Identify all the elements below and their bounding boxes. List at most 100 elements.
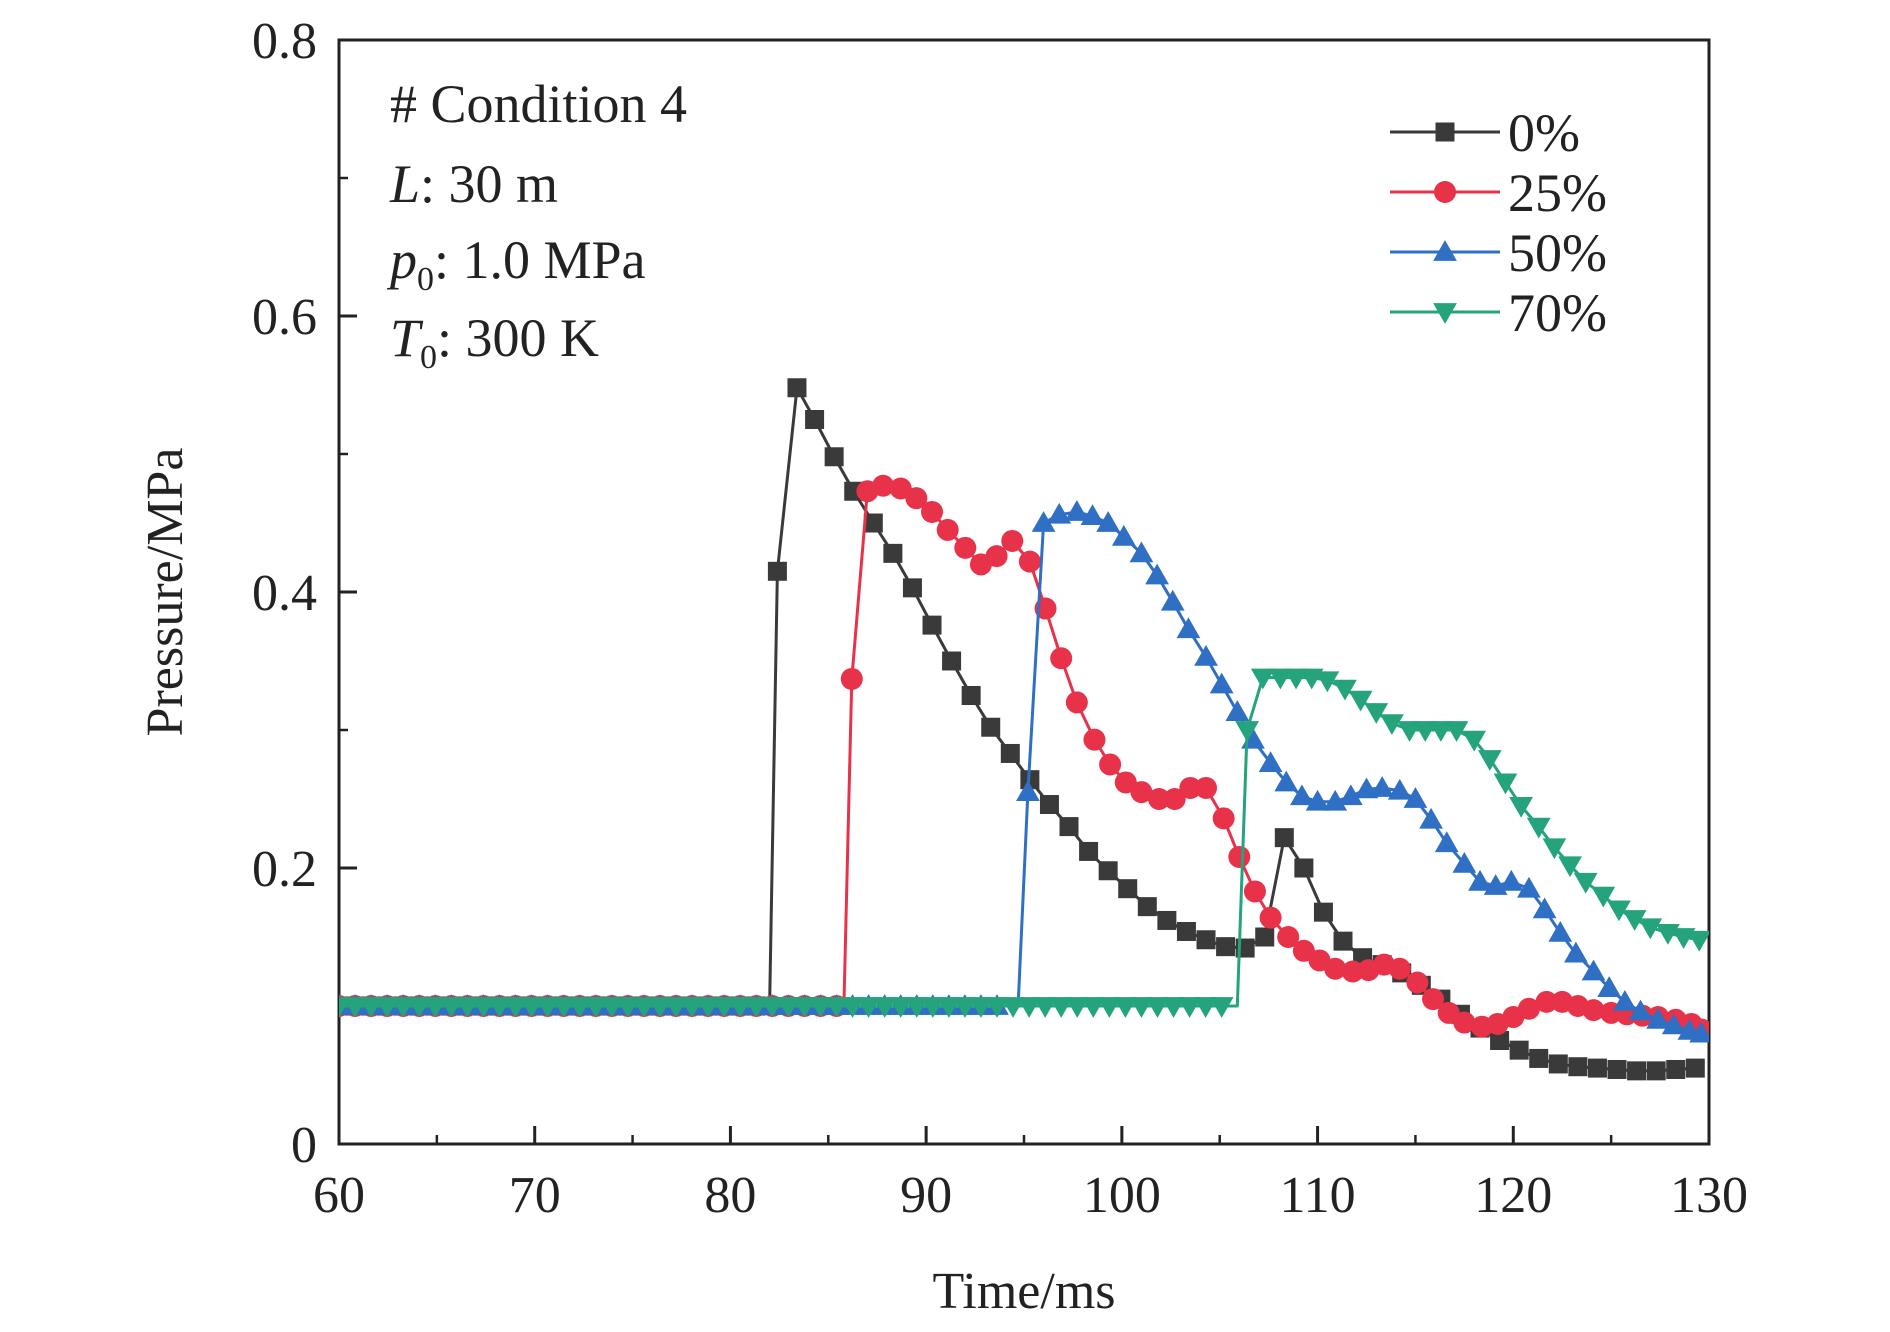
series-marker (423, 997, 448, 1018)
series-marker (1193, 997, 1218, 1018)
series-marker (1099, 753, 1122, 776)
series-marker (1646, 1061, 1666, 1081)
series-marker (1209, 997, 1234, 1018)
series-marker (1163, 788, 1186, 810)
series-marker (1661, 1013, 1686, 1035)
series-marker (1612, 989, 1637, 1011)
series-marker (1113, 997, 1138, 1018)
series-marker (1517, 876, 1541, 898)
series-marker (1096, 511, 1121, 532)
series-marker (1364, 703, 1389, 724)
legend-item: 70% (1390, 283, 1607, 343)
series-marker (1338, 784, 1363, 806)
y-axis-title: Pressure/MPa (137, 448, 194, 737)
series-marker (904, 997, 929, 1018)
series-layer (339, 378, 1709, 1081)
series-marker (1290, 784, 1314, 806)
series-marker (1130, 781, 1153, 804)
annotation-initial-temperature: T0: 300 K (390, 308, 599, 376)
series-marker (1444, 721, 1469, 742)
series-marker (840, 997, 865, 1018)
series-marker (1294, 858, 1314, 878)
x-tick-label: 70 (509, 1167, 561, 1224)
series-marker (1018, 550, 1041, 573)
legend-item: 50% (1390, 223, 1607, 283)
series-marker (1129, 997, 1154, 1018)
series-marker (599, 997, 624, 1018)
series-marker (922, 615, 942, 635)
series-marker (1039, 795, 1059, 815)
series-marker (1274, 770, 1299, 792)
series-marker (767, 561, 787, 581)
series-marker (1195, 776, 1218, 799)
series-marker (1687, 930, 1709, 952)
series-marker (1628, 999, 1653, 1021)
series-marker (1558, 856, 1582, 878)
series-marker (1627, 1061, 1647, 1081)
series-marker (1179, 776, 1202, 799)
legend-marker (1433, 303, 1457, 324)
y-tick-label: 0.8 (252, 13, 317, 70)
annotation-condition: # Condition 4 (390, 74, 687, 134)
series-marker (1587, 1058, 1607, 1078)
series-marker (905, 487, 928, 510)
series-marker (503, 997, 528, 1018)
series-marker (824, 997, 849, 1018)
series-marker (1315, 671, 1340, 693)
series-marker (1065, 691, 1088, 714)
series-marker (787, 378, 807, 398)
series-marker (1490, 1031, 1510, 1050)
series-marker (1453, 1011, 1476, 1034)
series-marker (1428, 721, 1453, 742)
series-marker (1258, 751, 1283, 773)
series-marker (1493, 773, 1518, 795)
series-marker (664, 997, 688, 1018)
series-marker (455, 997, 480, 1018)
series-marker (567, 997, 592, 1018)
series-marker (1529, 1048, 1549, 1068)
series-marker (1274, 828, 1294, 848)
series-marker (981, 717, 1001, 737)
series-marker (1000, 743, 1020, 763)
y-tick-label: 0.4 (252, 565, 317, 622)
series-marker (1388, 957, 1411, 980)
series-marker (1452, 851, 1477, 873)
series-marker (1581, 959, 1606, 981)
series-line (339, 386, 1696, 1073)
series-marker (1403, 787, 1428, 808)
series-marker (1277, 926, 1300, 948)
legend-item: 0% (1390, 103, 1580, 163)
series-marker (954, 536, 977, 559)
legend-marker (1435, 122, 1455, 142)
series-marker (1323, 789, 1348, 811)
series-marker (936, 518, 959, 541)
y-tick-label: 0 (291, 1117, 317, 1174)
series-marker (1535, 990, 1558, 1013)
legend-label: 50% (1508, 223, 1607, 283)
series-marker (1268, 668, 1293, 690)
series-marker (1225, 700, 1250, 721)
series-marker (1422, 988, 1445, 1011)
series-marker (920, 997, 945, 1018)
series-marker (805, 410, 825, 429)
x-tick-label: 90 (900, 1167, 952, 1224)
series-marker (961, 686, 981, 705)
series-marker (1137, 897, 1157, 917)
legend-marker (1434, 181, 1456, 203)
series-marker (1462, 730, 1487, 752)
series-marker (1434, 831, 1459, 853)
series-marker (1380, 714, 1404, 735)
legend: 0%25%50%70% (1390, 103, 1607, 343)
series-marker (1216, 937, 1236, 957)
series-marker (359, 997, 383, 1018)
series-marker (1145, 563, 1169, 585)
series-marker (883, 543, 903, 563)
series-marker (1564, 941, 1588, 963)
series-marker (1065, 997, 1090, 1018)
series-marker (776, 997, 801, 1018)
series-4 (339, 668, 1709, 1018)
series-marker (1209, 672, 1234, 694)
series-marker (872, 997, 897, 1018)
series-marker (1591, 886, 1616, 908)
series-marker (1033, 997, 1058, 1018)
